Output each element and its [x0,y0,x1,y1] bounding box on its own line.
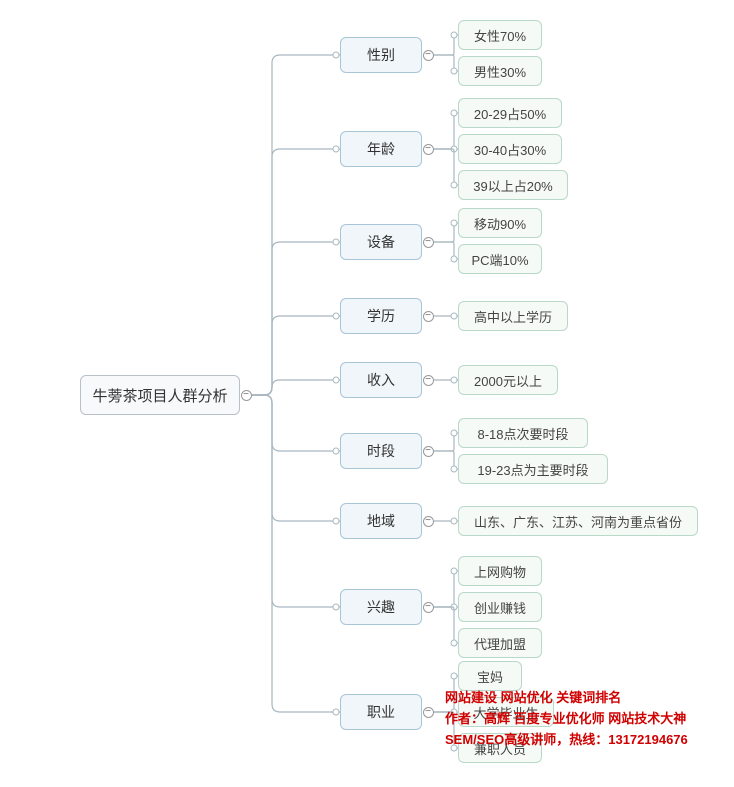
collapse-icon[interactable]: − [241,390,252,401]
watermark-line2: 作者：高辉 百度专业优化师 网站技术大神 [445,709,722,730]
leaf-income-8: 2000元以上 [458,365,558,395]
leaf-device-5: 移动90% [458,208,542,238]
collapse-icon[interactable]: − [423,446,434,457]
root-node: 牛蒡茶项目人群分析 [80,375,240,415]
collapse-icon[interactable]: − [423,50,434,61]
leaf-age-2: 20-29占50% [458,98,562,128]
leaf-interest-13: 创业赚钱 [458,592,542,622]
leaf-device-6: PC端10% [458,244,542,274]
branch-gender: 性别 [340,37,422,73]
collapse-icon[interactable]: − [423,375,434,386]
leaf-region-11: 山东、广东、江苏、河南为重点省份 [458,506,698,536]
leaf-gender-0: 女性70% [458,20,542,50]
branch-income: 收入 [340,362,422,398]
collapse-icon[interactable]: − [423,707,434,718]
leaf-edu-7: 高中以上学历 [458,301,568,331]
branch-job: 职业 [340,694,422,730]
collapse-icon[interactable]: − [423,516,434,527]
leaf-job-15: 宝妈 [458,661,522,691]
watermark-text: 网站建设 网站优化 关键词排名 作者：高辉 百度专业优化师 网站技术大神 SEM… [445,688,722,750]
collapse-icon[interactable]: − [423,602,434,613]
branch-interest: 兴趣 [340,589,422,625]
collapse-icon[interactable]: − [423,237,434,248]
collapse-icon[interactable]: − [423,144,434,155]
watermark-line3: SEM/SEO高级讲师，热线：13172194676 [445,730,722,751]
branch-age: 年龄 [340,131,422,167]
branch-region: 地域 [340,503,422,539]
leaf-gender-1: 男性30% [458,56,542,86]
leaf-time-9: 8-18点次要时段 [458,418,588,448]
collapse-icon[interactable]: − [423,311,434,322]
branch-time: 时段 [340,433,422,469]
leaf-age-3: 30-40占30% [458,134,562,164]
leaf-interest-14: 代理加盟 [458,628,542,658]
leaf-age-4: 39以上占20% [458,170,568,200]
branch-edu: 学历 [340,298,422,334]
leaf-interest-12: 上网购物 [458,556,542,586]
watermark-line1: 网站建设 网站优化 关键词排名 [445,688,722,709]
leaf-time-10: 19-23点为主要时段 [458,454,608,484]
branch-device: 设备 [340,224,422,260]
